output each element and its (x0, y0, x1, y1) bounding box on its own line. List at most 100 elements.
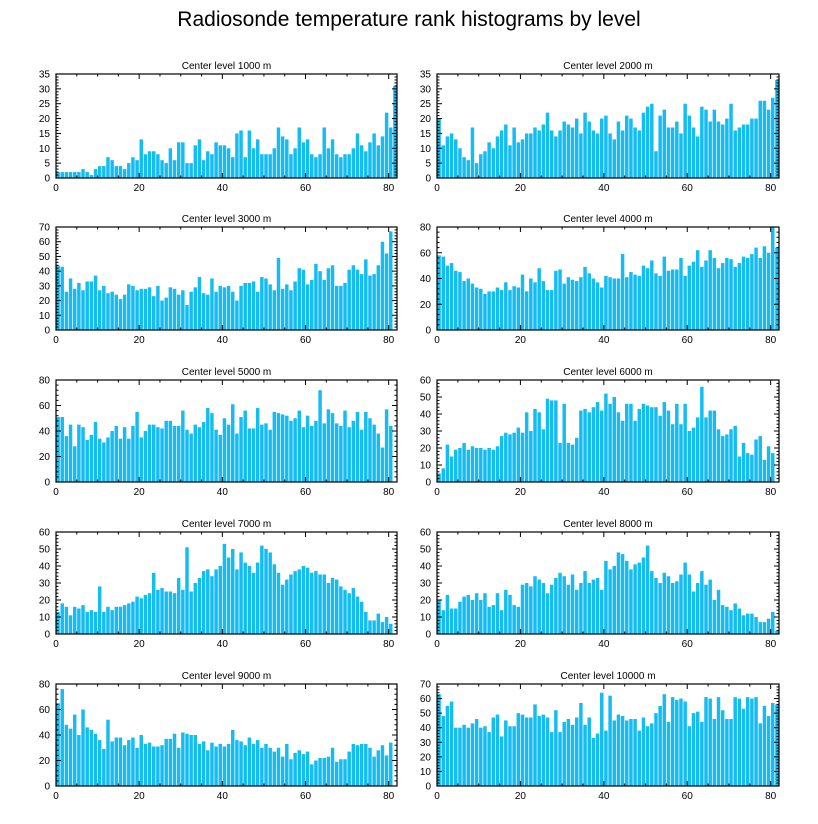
bar (276, 572, 281, 634)
bar (127, 284, 131, 330)
bar (529, 717, 533, 786)
y-tick-label: 0 (425, 478, 431, 489)
bar (725, 257, 729, 330)
bar (695, 417, 700, 482)
bar (185, 733, 189, 786)
panel-2: Center level 2000 m 0 5 10 15 20 25 30 35 0 20 40 60… (420, 61, 780, 194)
bar (89, 610, 94, 634)
bar (574, 437, 579, 482)
bar (235, 300, 239, 330)
bar (135, 747, 139, 786)
bar (64, 606, 69, 634)
bar (251, 281, 256, 330)
bar (762, 705, 767, 786)
bar (280, 136, 285, 178)
bar (474, 718, 479, 786)
bar (384, 253, 389, 330)
bar (351, 588, 356, 634)
bar (645, 405, 650, 482)
bar (268, 284, 272, 330)
bar (541, 124, 546, 178)
y-tick-label: 0 (44, 782, 50, 793)
bar (683, 562, 687, 634)
bar (745, 124, 750, 178)
bar (691, 127, 696, 178)
bar (243, 282, 247, 330)
bar (745, 257, 750, 330)
bar (549, 130, 554, 178)
bar (579, 410, 583, 482)
bar (122, 605, 127, 634)
bar (625, 720, 629, 786)
bar (226, 148, 231, 178)
bar (650, 571, 654, 634)
bar (118, 166, 123, 178)
bar (131, 425, 135, 482)
bar (708, 250, 712, 330)
bar (347, 593, 351, 634)
bar (604, 115, 608, 178)
bar (368, 142, 372, 178)
bar (716, 697, 721, 786)
bar (570, 574, 575, 634)
y-tick-label: 0 (44, 326, 50, 337)
bar (131, 737, 135, 786)
bar (97, 438, 102, 482)
bar (102, 611, 106, 634)
bar (591, 579, 596, 634)
bar (106, 606, 110, 634)
bar (280, 584, 285, 634)
bar (612, 139, 616, 178)
bar (695, 250, 700, 330)
bar (359, 743, 364, 786)
bar (675, 700, 679, 786)
bar (264, 154, 268, 178)
bar (322, 279, 326, 330)
bar (122, 169, 127, 178)
y-tick-label: 10 (420, 613, 432, 624)
bar (214, 746, 218, 786)
bar (114, 166, 119, 178)
bar (181, 732, 185, 786)
bar (326, 268, 331, 330)
bar (372, 274, 376, 330)
bar (60, 603, 64, 634)
bar (297, 750, 302, 786)
bar (595, 282, 600, 330)
bar (102, 166, 106, 178)
bar (499, 436, 504, 482)
bar (641, 403, 646, 482)
bar (168, 738, 173, 786)
bar (545, 398, 550, 482)
bar (562, 121, 566, 178)
bar (687, 115, 692, 178)
bar (364, 151, 368, 178)
bar (650, 103, 654, 178)
bar (334, 579, 339, 634)
bar (441, 610, 445, 634)
bar (376, 265, 381, 330)
bar (579, 133, 583, 178)
bar (566, 718, 571, 786)
bar (334, 285, 339, 330)
bar (650, 723, 654, 786)
y-tick-label: 80 (39, 680, 51, 691)
bar (359, 429, 364, 482)
bar (495, 593, 500, 634)
bar (700, 721, 704, 786)
bar (139, 437, 143, 483)
bar (106, 719, 110, 786)
bar (93, 422, 98, 482)
bar (570, 127, 575, 178)
bar (625, 277, 629, 330)
bar (231, 729, 235, 786)
bar (247, 282, 252, 330)
bar (662, 256, 667, 330)
bar (587, 583, 591, 634)
bar (85, 172, 89, 178)
bar (310, 279, 314, 330)
bar (305, 284, 310, 330)
panel-title: Center level 2000 m (563, 61, 653, 72)
bar (110, 431, 114, 482)
bar (255, 291, 260, 330)
